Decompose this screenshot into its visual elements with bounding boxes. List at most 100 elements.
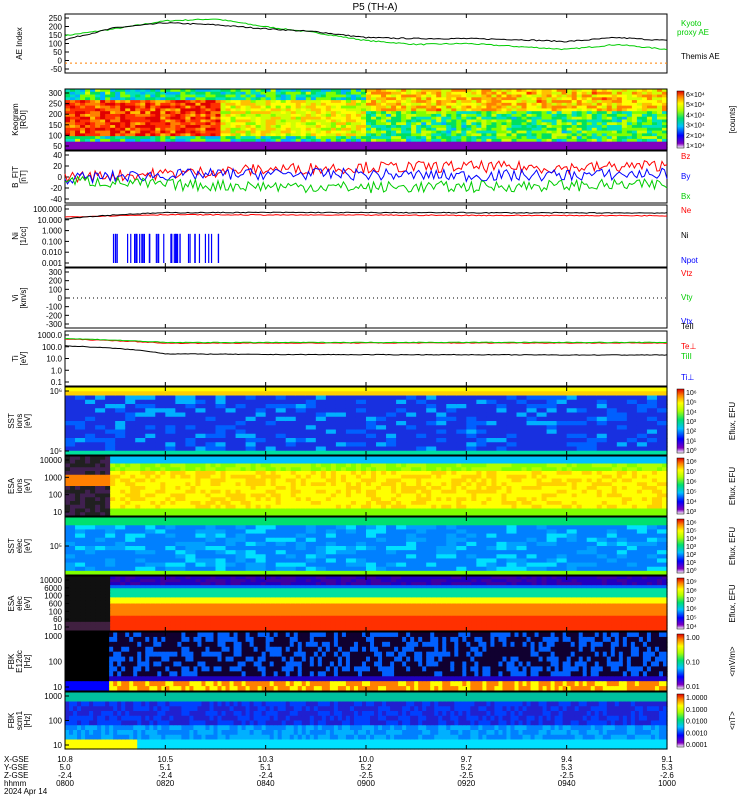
spectrogram-cell [446,450,457,456]
keogram-cell [611,97,618,101]
spectrogram-cell [225,471,232,476]
spectrogram-cell [371,504,377,510]
spectrogram-cell [155,474,161,480]
spectrogram-cell [376,501,382,506]
spectrogram-cell [436,395,447,401]
keogram-cell [255,89,262,93]
spectrogram-cell [305,504,312,510]
spectrogram-cell [396,446,407,452]
keogram-cell [631,113,638,118]
legend-entry: Bx [681,192,690,201]
spectrogram-cell [345,486,352,491]
keogram-cell [75,100,81,104]
spectrogram-cell [205,442,217,448]
keogram-cell [616,122,623,126]
spectrogram-cell [70,482,76,487]
keogram-cell [335,144,342,148]
spectrogram-cell [225,412,237,418]
keogram-cell [541,125,548,129]
keogram-cell [360,138,367,143]
spectrogram-cell [205,416,217,422]
keogram-cell [556,147,563,151]
spectrogram-cell [75,471,81,476]
spectrogram-cell [235,429,247,435]
spectrogram-cell [546,395,558,401]
keogram-cell [210,136,217,140]
spectrogram-cell [225,425,237,431]
spectrogram-cell [110,478,116,483]
keogram-cell [416,122,422,126]
keogram-cell [220,133,227,137]
keogram-cell [290,105,297,110]
spectrogram-cell [466,429,477,435]
spectrogram-cell [135,450,146,456]
spectrogram-cell [496,391,508,397]
keogram-cell [466,116,472,121]
keogram-cell [571,105,578,110]
keogram-cell [486,113,493,118]
keogram-cell [290,102,297,107]
keogram-cell [280,136,287,140]
keogram-cell [110,100,116,104]
keogram-cell [100,136,106,140]
spectrogram-cell [265,512,272,517]
keogram-cell [200,144,207,148]
keogram-cell [501,147,508,151]
spectrogram-cell [185,497,192,502]
keogram-cell [350,97,357,101]
keogram-cell [631,94,638,98]
keogram-cell [421,113,427,118]
spectrogram-cell [300,497,307,502]
keogram-cell [120,147,126,151]
keogram-cell [200,94,207,98]
keogram-cell [511,102,518,107]
keogram-cell [531,108,538,112]
keogram-cell [516,97,523,101]
spectrogram-cell [255,450,267,456]
keogram-cell [230,105,237,110]
keogram-cell [486,130,493,134]
keogram-cell [446,116,452,121]
spectrogram-cell [406,508,412,513]
spectrogram-cell [180,463,186,468]
spectrogram-cell [195,474,202,480]
keogram-cell [170,136,176,140]
spectrogram-cell [486,404,498,409]
spectrogram-cell [200,493,207,498]
spectrogram-cell [270,512,277,517]
keogram-cell [65,116,71,121]
keogram-cell [601,133,608,137]
spectrogram-cell [275,497,282,502]
spectrogram-cell [300,471,307,476]
keogram-cell [220,147,227,151]
keogram-cell [496,141,503,146]
keogram-cell [150,105,156,110]
keogram-cell [70,133,76,137]
spectrogram-cell [80,504,86,510]
keogram-cell [656,125,663,129]
keogram-cell [431,133,437,137]
spectrogram-cell [65,486,71,491]
spectrogram-cell [406,412,417,418]
keogram-cell [406,125,412,129]
spectrogram-cell [310,512,317,517]
keogram-cell [531,119,538,123]
spectrogram-cell [195,467,202,472]
spectrogram-cell [391,489,397,495]
spectrogram-cell [235,493,242,498]
spectrogram-cell [145,508,151,513]
spectrogram-cell [320,474,327,480]
keogram-cell [386,127,392,132]
spectrogram-cell [516,404,528,409]
spectrogram-cell [290,459,297,465]
keogram-cell [656,111,663,115]
keogram-cell [371,97,377,101]
spectrogram-cell [406,501,412,506]
keogram-cell [115,116,121,121]
spectrogram-cell [230,493,237,498]
keogram-cell [345,105,352,110]
keogram-cell [215,105,222,110]
spectrogram-cell [396,408,407,414]
keogram-cell [205,100,212,104]
keogram-cell [70,122,76,126]
